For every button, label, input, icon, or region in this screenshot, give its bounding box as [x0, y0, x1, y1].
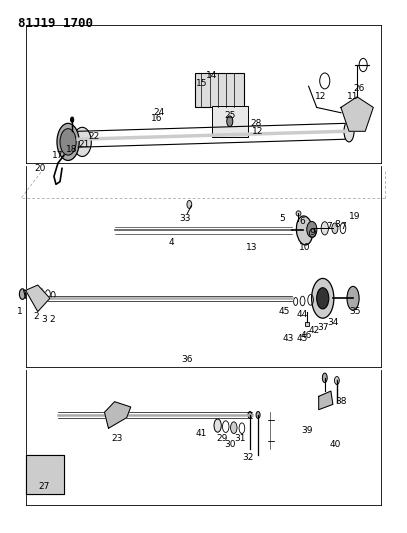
Text: 19: 19 — [349, 212, 361, 221]
Ellipse shape — [347, 286, 359, 310]
Polygon shape — [319, 391, 333, 410]
Text: 35: 35 — [349, 307, 361, 316]
Ellipse shape — [57, 123, 79, 160]
Text: 24: 24 — [153, 108, 165, 117]
Text: 46: 46 — [301, 331, 312, 340]
Bar — [195, 73, 244, 108]
Ellipse shape — [317, 288, 329, 309]
Ellipse shape — [40, 464, 52, 485]
Ellipse shape — [296, 211, 301, 216]
Text: 44: 44 — [297, 310, 308, 319]
Text: 5: 5 — [280, 214, 285, 223]
Ellipse shape — [70, 117, 74, 122]
Text: 26: 26 — [353, 84, 365, 93]
Text: 2: 2 — [49, 315, 55, 324]
Ellipse shape — [66, 131, 78, 155]
Text: 1: 1 — [17, 307, 22, 316]
Text: 33: 33 — [179, 214, 191, 223]
Text: 17: 17 — [52, 151, 64, 160]
Text: 10: 10 — [299, 244, 310, 253]
Polygon shape — [105, 402, 131, 428]
Text: 30: 30 — [224, 440, 236, 449]
Text: 45: 45 — [279, 307, 290, 316]
Text: 23: 23 — [111, 434, 122, 443]
Text: 8: 8 — [334, 220, 340, 229]
Text: 21: 21 — [79, 140, 90, 149]
Polygon shape — [26, 455, 64, 495]
Ellipse shape — [321, 222, 328, 235]
Ellipse shape — [335, 376, 339, 384]
Ellipse shape — [322, 373, 327, 383]
Ellipse shape — [256, 411, 260, 418]
Ellipse shape — [231, 422, 237, 433]
Text: 45: 45 — [297, 334, 308, 343]
Ellipse shape — [296, 216, 313, 245]
Text: 7: 7 — [326, 222, 332, 231]
Ellipse shape — [214, 419, 221, 432]
Text: 40: 40 — [329, 440, 341, 449]
Text: 41: 41 — [196, 429, 207, 438]
Text: 29: 29 — [216, 434, 228, 443]
Ellipse shape — [20, 289, 26, 300]
Text: 43: 43 — [283, 334, 294, 343]
Text: 81J19 1700: 81J19 1700 — [18, 17, 92, 30]
Text: 42: 42 — [309, 326, 320, 335]
Ellipse shape — [312, 278, 334, 318]
Text: 31: 31 — [234, 434, 246, 443]
Text: 34: 34 — [327, 318, 339, 327]
Text: 36: 36 — [182, 355, 193, 364]
Text: 16: 16 — [151, 114, 163, 123]
Text: 18: 18 — [66, 146, 78, 155]
Text: 12: 12 — [252, 127, 264, 136]
Text: 22: 22 — [89, 132, 100, 141]
Bar — [212, 106, 248, 136]
Text: 38: 38 — [335, 397, 347, 406]
Text: 27: 27 — [38, 482, 50, 491]
Text: 12: 12 — [315, 92, 326, 101]
Text: 6: 6 — [300, 217, 305, 226]
Text: 9: 9 — [310, 228, 315, 237]
Text: 11: 11 — [347, 92, 359, 101]
Text: 2: 2 — [33, 312, 39, 321]
Bar — [304, 321, 309, 326]
Ellipse shape — [60, 128, 76, 155]
Ellipse shape — [248, 411, 252, 418]
Ellipse shape — [332, 223, 338, 233]
Text: 39: 39 — [301, 426, 312, 435]
Text: 25: 25 — [224, 111, 236, 120]
Ellipse shape — [73, 127, 91, 157]
Text: 20: 20 — [34, 164, 46, 173]
Ellipse shape — [344, 120, 354, 142]
Text: 13: 13 — [246, 244, 258, 253]
Text: 14: 14 — [206, 71, 217, 80]
Text: 3: 3 — [41, 315, 47, 324]
Polygon shape — [26, 285, 50, 312]
Polygon shape — [341, 97, 373, 131]
Text: 37: 37 — [317, 323, 328, 332]
Ellipse shape — [187, 200, 192, 208]
Ellipse shape — [307, 221, 317, 237]
Text: 15: 15 — [196, 79, 207, 88]
Text: 28: 28 — [250, 119, 262, 128]
Text: 7: 7 — [340, 222, 346, 231]
Text: 4: 4 — [168, 238, 174, 247]
Text: 32: 32 — [242, 453, 254, 462]
Ellipse shape — [227, 116, 233, 126]
